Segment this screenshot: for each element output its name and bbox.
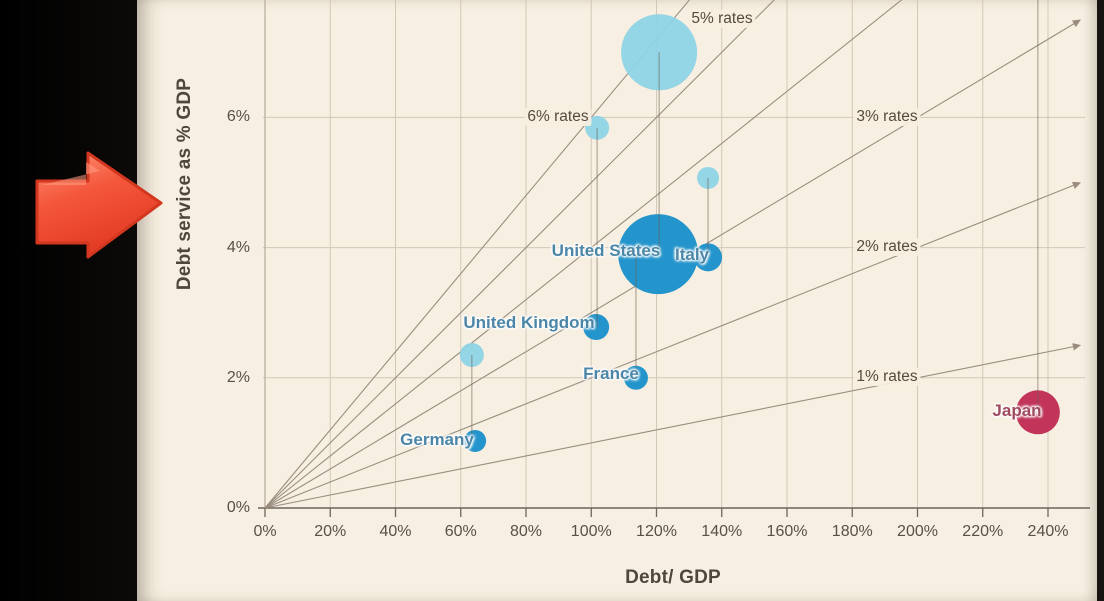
chart-panel bbox=[137, 0, 1097, 601]
right-black-strip bbox=[1097, 0, 1104, 601]
left-black-strip bbox=[0, 0, 137, 601]
